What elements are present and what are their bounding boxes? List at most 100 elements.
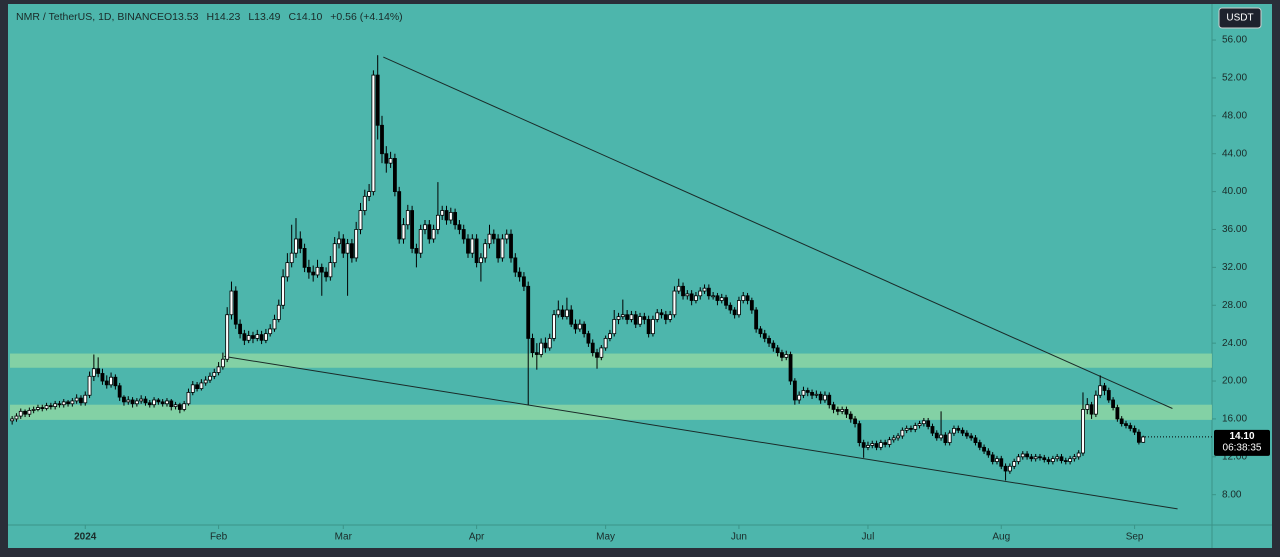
candle-body (1063, 460, 1068, 462)
candle-body (281, 276, 285, 306)
ohlc-value: O13.53 (164, 11, 199, 23)
candle-body (556, 309, 561, 316)
candle-body (534, 352, 539, 355)
candle-body (1072, 456, 1077, 460)
candle-body (848, 413, 853, 420)
candle-body (818, 393, 823, 401)
ohlc-value: +0.56 (+4.14%) (330, 11, 402, 23)
candle-body (134, 400, 139, 405)
candle-body (792, 380, 797, 401)
candle-body (900, 429, 905, 437)
candle-body (986, 450, 991, 456)
candle-body (147, 402, 152, 406)
candle-body (947, 432, 952, 443)
candle-body (861, 442, 866, 448)
candle-body (1128, 425, 1133, 429)
candle-body (229, 290, 234, 316)
candle-body (31, 409, 36, 411)
candle-body (212, 372, 217, 377)
candle-body (754, 309, 759, 330)
last-price-label: 14.10 (1229, 431, 1254, 442)
candle-body (470, 238, 475, 254)
candle-body (1050, 458, 1055, 462)
candle-body (397, 191, 402, 240)
candle-body (741, 295, 746, 301)
candle-body (964, 432, 969, 437)
candle-body (18, 410, 23, 417)
candle-body (294, 238, 298, 254)
candle-body (1007, 465, 1012, 472)
candle-body (152, 399, 156, 406)
candle-body (48, 405, 53, 408)
candle-body (844, 409, 849, 415)
candle-body (1102, 385, 1107, 391)
candle-body (474, 238, 479, 264)
x-tick-label: May (596, 532, 615, 543)
candle-body (960, 429, 965, 434)
candle-body (14, 415, 19, 420)
candle-body (921, 420, 926, 425)
candle-body (814, 393, 819, 396)
y-tick-label: 36.00 (1222, 224, 1247, 235)
candle-body (668, 314, 673, 320)
ohlc-header: O13.53 H14.23 L13.49 C14.10 +0.56 (+4.14%) (164, 11, 403, 23)
candle-body (126, 399, 131, 403)
candle-body (801, 390, 806, 396)
candle-body (969, 435, 974, 439)
candle-body (612, 319, 617, 335)
candle-body (328, 262, 333, 278)
candle-body (685, 293, 690, 297)
candle-body (380, 124, 384, 155)
candle-body (891, 437, 896, 441)
x-tick-label: Mar (335, 532, 353, 543)
candle-body (560, 309, 565, 318)
candle-body (1033, 456, 1038, 460)
candle-body (651, 319, 655, 335)
candle-body (1038, 456, 1042, 459)
candle-body (113, 376, 118, 387)
countdown: 06:38:35 (1223, 443, 1262, 454)
candle-body (109, 376, 113, 386)
candle-body (573, 323, 578, 330)
candle-body (1089, 404, 1094, 415)
candle-body (1136, 431, 1141, 443)
y-tick-label: 20.00 (1222, 376, 1247, 387)
candle-body (771, 342, 776, 349)
candle-body (44, 405, 49, 409)
x-tick-label: Aug (992, 532, 1010, 543)
ohlc-value: L13.49 (248, 11, 280, 23)
candle-body (853, 418, 857, 425)
candle-body (70, 400, 75, 405)
candle-body (586, 333, 591, 344)
candle-body (977, 442, 982, 448)
candle-body (896, 435, 900, 439)
candle-body (169, 400, 174, 408)
candle-body (74, 397, 79, 402)
candle-body (371, 74, 376, 192)
candle-body (866, 445, 870, 448)
candle-body (749, 300, 754, 311)
candle-body (784, 354, 789, 358)
candle-body (466, 238, 470, 254)
trendline (383, 56, 1173, 409)
candle-body (315, 266, 320, 276)
candle-body (835, 409, 840, 412)
candle-body (208, 375, 212, 381)
candle-body (53, 403, 58, 408)
candle-body (715, 295, 720, 301)
candle-body (509, 233, 513, 259)
candle-body (246, 335, 251, 341)
currency-button[interactable] (1218, 7, 1262, 29)
candle-body (878, 442, 883, 448)
candle-body (1046, 459, 1051, 462)
candle-body (543, 342, 548, 349)
candle-body (934, 432, 939, 439)
candle-body (569, 309, 574, 325)
candle-body (1115, 407, 1120, 420)
candle-body (827, 394, 832, 406)
candle-body (565, 309, 569, 318)
candle-body (242, 333, 247, 341)
candle-body (633, 314, 638, 325)
candle-body (526, 285, 531, 339)
candle-body (823, 394, 827, 401)
